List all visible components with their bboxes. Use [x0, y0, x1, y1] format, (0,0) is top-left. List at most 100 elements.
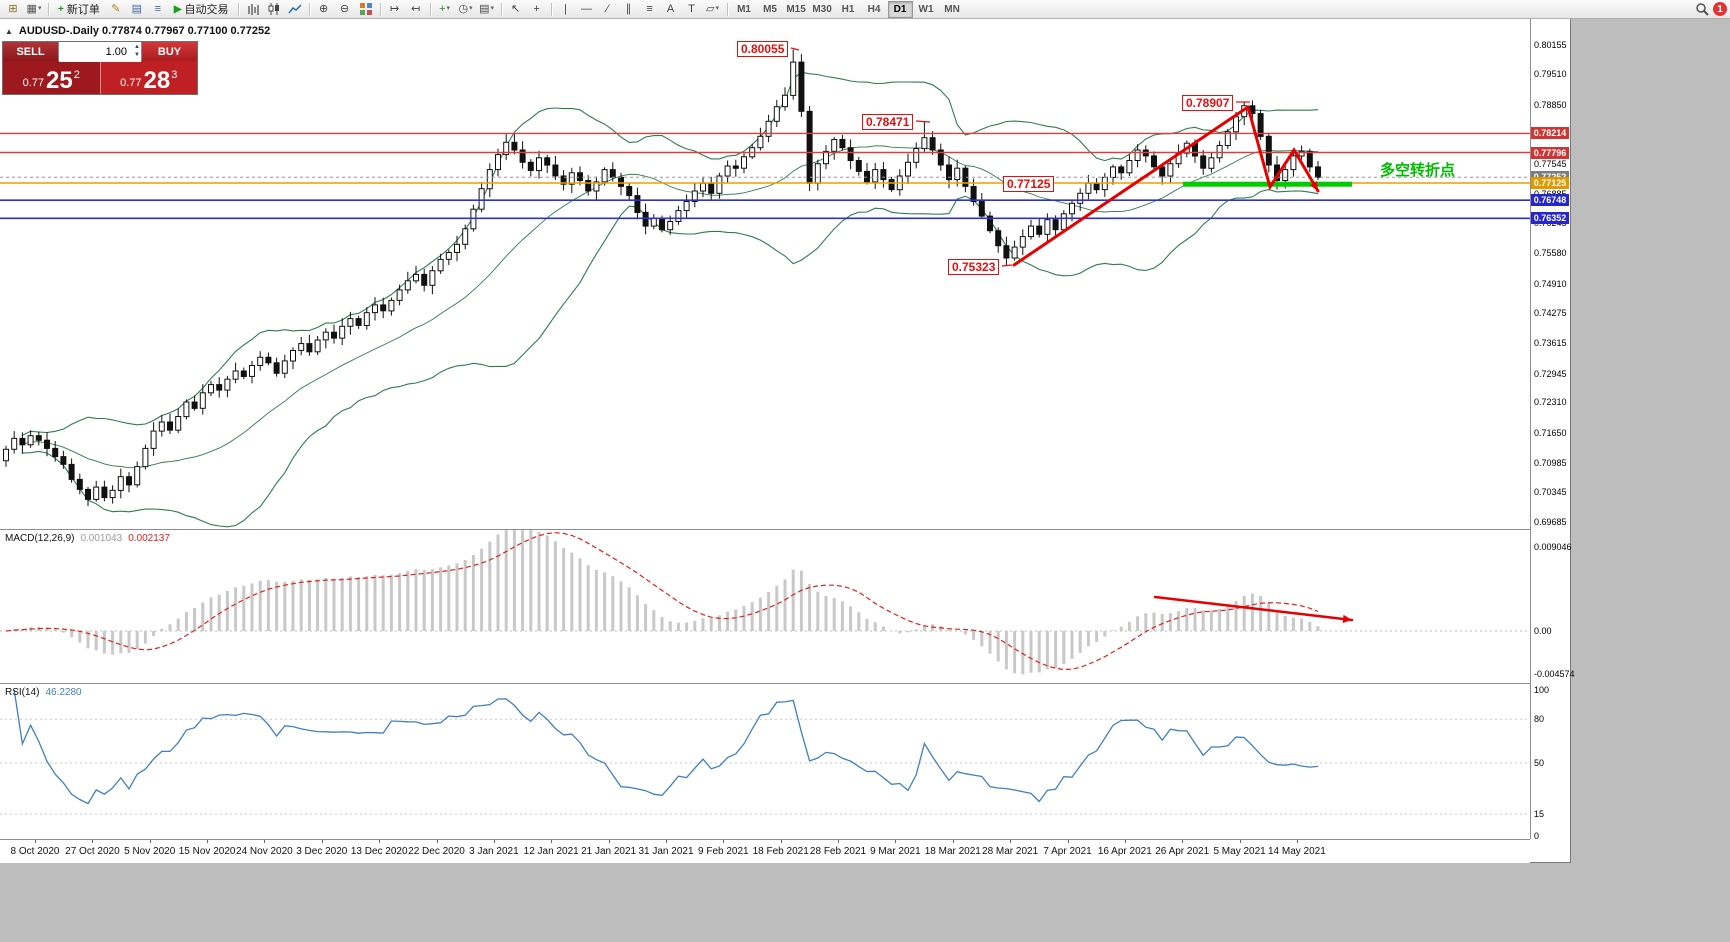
- annotation-note: 多空转折点: [1380, 162, 1456, 179]
- timeframe-button-d1[interactable]: D1: [887, 0, 913, 18]
- volume-down-icon[interactable]: ▼: [134, 52, 140, 58]
- crosshair-icon[interactable]: +: [533, 3, 540, 15]
- text-label-icon[interactable]: T: [688, 3, 695, 15]
- text-icon[interactable]: A: [666, 3, 675, 15]
- date-tick: [149, 840, 151, 843]
- price-level-badge: 0.78214: [1531, 127, 1569, 140]
- price-tick-label: 0.76885: [1534, 189, 1567, 199]
- vertical-line-icon[interactable]: |: [564, 3, 567, 15]
- trade-panel-toggle-icon[interactable]: ▲: [5, 26, 13, 36]
- bar-chart-icon[interactable]: [243, 0, 263, 18]
- new-order-button[interactable]: + 新订单: [58, 3, 100, 17]
- macd-value-signal: 0.002137: [128, 533, 170, 544]
- profiles-icon-caret[interactable]: ▾: [37, 5, 42, 12]
- timeframe-button-w1[interactable]: W1: [918, 3, 934, 15]
- cursor-icon[interactable]: ↖: [510, 3, 521, 15]
- toolbar-separator: [500, 2, 502, 16]
- macd-scale-label: -0.004574: [1534, 668, 1575, 679]
- date-label: 9 Mar 2021: [870, 846, 921, 857]
- timeframe-button-m15[interactable]: M15: [786, 3, 806, 15]
- date-label: 8 Oct 2020: [10, 846, 60, 857]
- rsi-pane-canvas[interactable]: [0, 683, 1530, 839]
- tile-charts-icon[interactable]: [356, 0, 376, 18]
- shapes-icon-caret[interactable]: ▾: [715, 5, 720, 12]
- date-label: 5 Nov 2020: [124, 846, 176, 857]
- price-tick-label: 0.73615: [1534, 338, 1567, 348]
- chart-window: ▲ AUDUSD-.Daily 0.77874 0.77967 0.77100 …: [0, 19, 1575, 863]
- date-label: 13 Dec 2020: [350, 846, 408, 857]
- fibonacci-icon[interactable]: ≡: [646, 3, 653, 15]
- price-tick-label: 0.72945: [1534, 368, 1567, 379]
- volume-input[interactable]: [59, 42, 141, 62]
- buy-button[interactable]: BUY: [142, 42, 197, 61]
- toolbar-separator: [550, 2, 552, 16]
- price-tick-label: 0.72310: [1534, 397, 1567, 408]
- candlestick-chart-icon[interactable]: [264, 0, 284, 18]
- date-tick: [379, 840, 381, 843]
- notifications-badge[interactable]: 1: [1713, 2, 1727, 16]
- macd-pane-canvas[interactable]: [0, 529, 1530, 683]
- zoom-in-icon[interactable]: ⊕: [318, 3, 329, 15]
- date-tick: [1182, 840, 1184, 843]
- date-label: 26 Apr 2021: [1155, 846, 1210, 857]
- horizontal-line-icon[interactable]: —: [581, 3, 593, 15]
- periods-icon-caret[interactable]: ▾: [469, 5, 473, 12]
- date-tick: [838, 840, 839, 843]
- date-tick: [723, 840, 725, 843]
- zoom-out-icon[interactable]: ⊖: [339, 3, 350, 15]
- timeframe-button-m5[interactable]: M5: [763, 3, 777, 15]
- templates-icon[interactable]: ▤ ▾: [479, 3, 494, 15]
- date-label: 24 Nov 2020: [236, 846, 293, 857]
- volume-up-icon[interactable]: ▲: [134, 44, 140, 50]
- date-tick: [666, 840, 667, 843]
- navigator-icon[interactable]: ≡: [154, 3, 162, 15]
- periods-icon[interactable]: ◷ ▾: [458, 3, 473, 15]
- price-tick-label: 0.74910: [1534, 279, 1567, 289]
- sell-price-sup: 2: [73, 69, 80, 81]
- rsi-pane-separator[interactable]: [0, 683, 1570, 684]
- volume-spinner: ▲ ▼: [134, 43, 140, 59]
- date-label: 31 Jan 2021: [638, 846, 694, 857]
- timeframe-button-m30[interactable]: M30: [812, 3, 832, 15]
- shapes-icon[interactable]: ▱ ▾: [706, 3, 720, 15]
- autotrading-button[interactable]: ▶ 自动交易: [173, 3, 229, 17]
- trendline-icon[interactable]: ∕: [606, 3, 609, 15]
- timeframe-button-h4[interactable]: H4: [867, 3, 881, 15]
- rsi-value: 46.2280: [45, 687, 82, 698]
- market-watch-icon[interactable]: ▤: [131, 3, 143, 15]
- search-icon[interactable]: [1692, 0, 1712, 18]
- equidistant-channel-icon[interactable]: ∥: [625, 3, 632, 15]
- date-label: 27 Oct 2020: [65, 846, 120, 857]
- toolbar: ⊞ ▦ ▾ + 新订单 ✎ ▤ ≡ ▶ 自动交易 ⊕ ⊖ ↦ ↤ + ▾ ◷ ▾ ▤ ▾ ↖ + | — ∕ ∥ ≡ A T ▱ ▾ M1 M5…: [0, 0, 1730, 19]
- main-chart-canvas[interactable]: [0, 19, 1530, 529]
- buy-price-sup: 3: [171, 69, 178, 81]
- line-chart-icon[interactable]: [285, 0, 305, 18]
- timeframe-button-h1[interactable]: H1: [841, 3, 855, 15]
- rsi-scale-label: 15: [1534, 809, 1545, 820]
- buy-price-display[interactable]: 0.77 28 3: [100, 61, 197, 94]
- sell-price-display[interactable]: 0.77 25 2: [3, 61, 101, 94]
- date-tick: [436, 840, 438, 843]
- timeframe-button-m1[interactable]: M1: [737, 3, 751, 15]
- sell-button[interactable]: SELL: [3, 42, 58, 61]
- profiles-icon[interactable]: ▦ ▾: [26, 3, 42, 15]
- date-label: 14 May 2021: [1267, 846, 1326, 857]
- indicators-icon[interactable]: + ▾: [439, 3, 451, 15]
- indicators-icon-caret[interactable]: ▾: [446, 5, 451, 12]
- new-chart-icon[interactable]: ⊞: [8, 3, 18, 15]
- rsi-scale-label: 50: [1534, 758, 1545, 768]
- price-callout: 0.78471: [862, 114, 914, 130]
- date-tick: [780, 840, 782, 843]
- date-tick: [493, 840, 495, 843]
- macd-pane-separator[interactable]: [0, 529, 1570, 530]
- timeframe-button-mn[interactable]: MN: [944, 3, 960, 15]
- templates-icon-caret[interactable]: ▾: [490, 5, 494, 12]
- price-tick-label: 0.78850: [1534, 99, 1567, 110]
- price-tick-label: 0.77545: [1534, 158, 1567, 169]
- macd-title: MACD(12,26,9): [5, 533, 75, 544]
- chart-shift-icon[interactable]: ↤: [410, 3, 421, 15]
- price-tick-label: 0.69685: [1534, 517, 1567, 527]
- metaeditor-icon[interactable]: ✎: [111, 3, 121, 15]
- rsi-title: RSI(14): [5, 687, 40, 698]
- auto-scroll-icon[interactable]: ↦: [389, 3, 400, 15]
